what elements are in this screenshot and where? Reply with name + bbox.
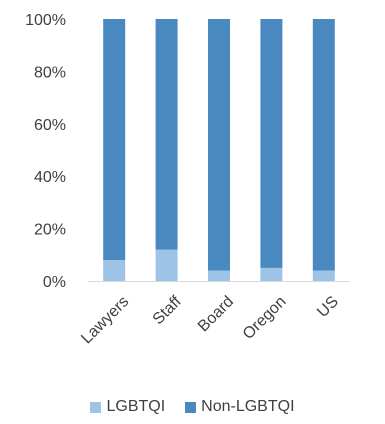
y-tick-label: 100%: [25, 12, 66, 29]
x-tick-label-oregon: Oregon: [240, 293, 290, 343]
bar-lgbtqi-us: [312, 270, 335, 281]
bars: [103, 19, 335, 281]
y-tick-label: 80%: [34, 64, 66, 81]
y-tick-label: 60%: [34, 117, 66, 134]
x-tick-label-board: Board: [195, 293, 237, 335]
bar-non-lgbtqi-board: [208, 19, 230, 271]
bar-non-lgbtqi-oregon: [260, 19, 283, 268]
bar-non-lgbtqi-staff: [155, 19, 178, 250]
y-tick-label: 20%: [34, 222, 66, 239]
x-axis: Lawyers Staff Board Oregon US: [78, 293, 342, 348]
bar-non-lgbtqi-us: [312, 19, 335, 271]
legend-label-lgbtqi: LGBTQI: [106, 398, 166, 415]
y-tick-label: 40%: [34, 169, 66, 186]
bar-lgbtqi-staff: [155, 249, 178, 281]
legend-swatch-lgbtqi: [90, 401, 102, 413]
bar-non-lgbtqi-lawyers: [103, 19, 126, 261]
stacked-bar-chart: 0% 20% 40% 60% 80% 100% Lawyers Staff Board Oreg…: [25, 12, 350, 348]
bar-lgbtqi-lawyers: [103, 260, 126, 281]
legend-item-non-lgbtqi: Non-LGBTQI: [185, 398, 295, 416]
bar-lgbtqi-oregon: [260, 267, 283, 281]
bar-lgbtqi-board: [208, 270, 230, 281]
x-tick-label-lawyers: Lawyers: [78, 293, 132, 347]
y-tick-label: 0%: [43, 274, 66, 291]
legend-item-lgbtqi: LGBTQI: [90, 398, 165, 416]
legend-label-non-lgbtqi: Non-LGBTQI: [201, 398, 295, 415]
x-tick-label-staff: Staff: [150, 293, 185, 328]
legend-swatch-non-lgbtqi: [185, 401, 197, 413]
legend: LGBTQI Non-LGBTQI: [0, 398, 385, 416]
y-axis: 0% 20% 40% 60% 80% 100%: [25, 12, 66, 291]
x-tick-label-us: US: [314, 293, 342, 321]
